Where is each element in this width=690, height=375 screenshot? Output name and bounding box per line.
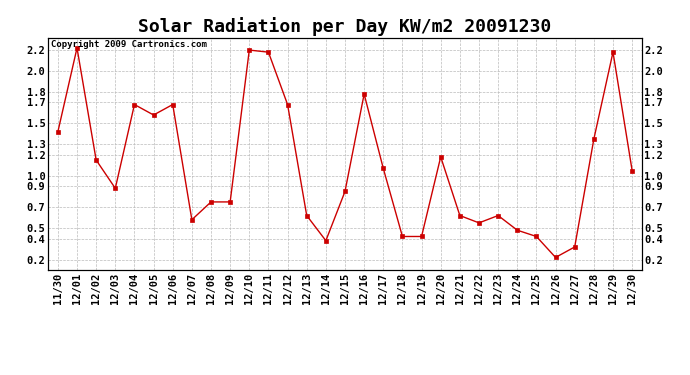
Title: Solar Radiation per Day KW/m2 20091230: Solar Radiation per Day KW/m2 20091230: [139, 17, 551, 36]
Text: Copyright 2009 Cartronics.com: Copyright 2009 Cartronics.com: [51, 40, 207, 49]
